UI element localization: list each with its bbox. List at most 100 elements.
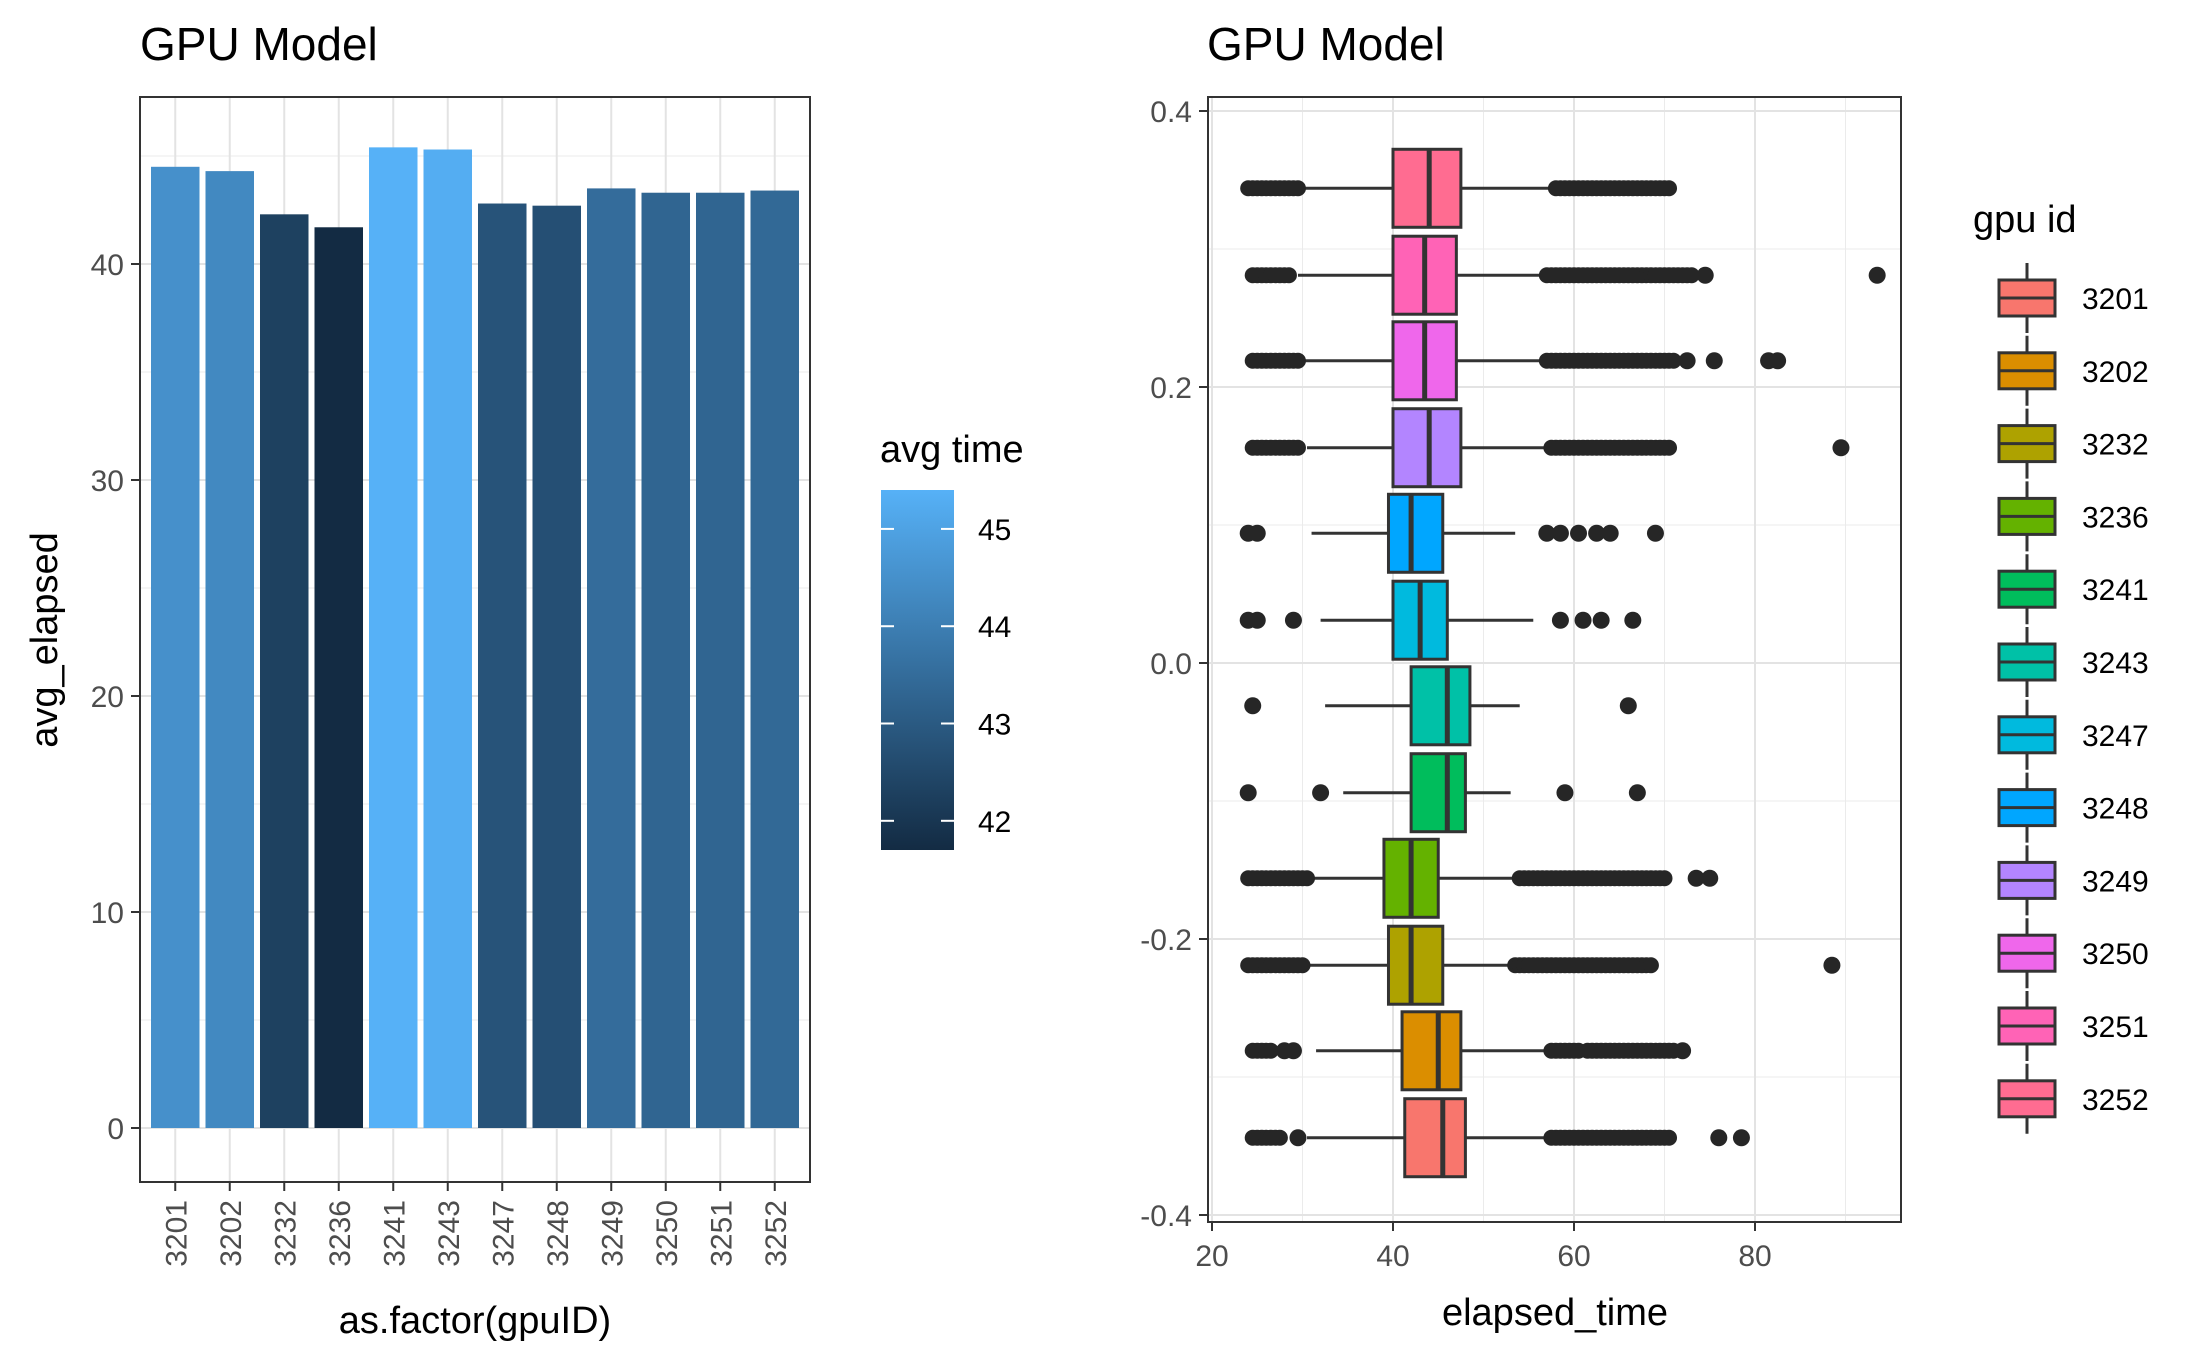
bar-3241 [368, 147, 418, 1129]
colorbar-tick-label: 44 [978, 611, 1011, 644]
outlier-point [1868, 266, 1886, 284]
box-chart-x-axis-label: elapsed_time [1442, 1292, 1668, 1334]
outlier-point [1262, 1042, 1279, 1059]
box-x-tick-label: 20 [1195, 1240, 1228, 1273]
bar-3247 [477, 203, 527, 1128]
legend-item-3232: 3232 [1997, 408, 2149, 479]
box-iqr [1386, 924, 1445, 1006]
bar-3243 [423, 149, 473, 1128]
bar-3202 [205, 171, 255, 1128]
outlier-point [1244, 697, 1262, 715]
bar-y-tick-label: 0 [107, 1113, 124, 1146]
legend-label: 3243 [2082, 647, 2149, 680]
bar-x-tick-label: 3248 [542, 1200, 575, 1267]
outlier-point [1538, 524, 1556, 542]
legend-label: 3251 [2082, 1011, 2149, 1044]
bar-3251 [695, 192, 745, 1129]
colorbar-ticks: 42 43 44 45 [881, 514, 1011, 839]
box-iqr [1409, 665, 1472, 747]
outlier-point [1661, 180, 1678, 197]
boxplot-3252 [1240, 147, 1678, 229]
box-chart-panel [1208, 97, 1901, 1222]
bar-3236 [314, 227, 364, 1128]
legend-item-3247: 3247 [1997, 699, 2149, 770]
outlier-point [1642, 957, 1659, 974]
outlier-point [1280, 267, 1297, 284]
box-x-tick-label: 60 [1557, 1240, 1590, 1273]
bar-chart-y-axis: 0 10 20 30 40 [91, 249, 140, 1146]
legend-item-3241: 3241 [1997, 554, 2149, 625]
outlier-point [1570, 524, 1588, 542]
boxplot-3236 [1240, 837, 1719, 919]
box-chart-y-axis: -0.4 -0.2 0.0 0.2 0.4 [1140, 96, 1208, 1233]
boxplot-3202 [1244, 1010, 1692, 1092]
boxplot-3247 [1239, 579, 1642, 661]
bar-y-tick-label: 30 [91, 465, 124, 498]
boxplot-3232 [1240, 924, 1841, 1006]
outlier-point [1674, 1042, 1692, 1060]
outlier-point [1239, 784, 1257, 802]
bar-y-tick-label: 10 [91, 897, 124, 930]
legend-label: 3247 [2082, 720, 2149, 753]
outlier-point [1646, 524, 1664, 542]
bar-x-tick-label: 3232 [269, 1200, 302, 1267]
colorbar-tick-label: 43 [978, 709, 1011, 742]
outlier-point [1661, 439, 1678, 456]
legend-label: 3250 [2082, 938, 2149, 971]
box-chart-boxes [1239, 147, 1886, 1179]
boxplot-3241 [1239, 752, 1646, 834]
legend-label: 3241 [2082, 574, 2149, 607]
outlier-point [1289, 352, 1306, 369]
boxplot-3201 [1244, 1097, 1750, 1179]
bar-chart: GPU Model 0 10 20 30 40 3201 3202 3232 3236 3241… [24, 18, 1024, 1342]
box-chart-border [1207, 96, 1902, 1223]
bar-3252 [750, 190, 800, 1128]
outlier-point [1289, 1129, 1307, 1147]
outlier-point [1294, 957, 1311, 974]
bar-3232 [259, 214, 309, 1128]
colorbar-legend: avg time 42 43 44 45 [880, 429, 1024, 850]
legend-label: 3252 [2082, 1084, 2149, 1117]
bar-x-tick-label: 3251 [705, 1200, 738, 1267]
legend-label: 3249 [2082, 865, 2149, 898]
bar-x-tick-label: 3201 [160, 1200, 193, 1267]
legend-item-3236: 3236 [1997, 481, 2149, 552]
legend-item-3243: 3243 [1997, 627, 2149, 697]
legend-label: 3248 [2082, 793, 2149, 826]
box-chart-title: GPU Model [1207, 18, 1445, 70]
bar-chart-title: GPU Model [140, 18, 378, 70]
legend-label: 3201 [2082, 283, 2149, 316]
outlier-point [1678, 352, 1696, 370]
outlier-point [1289, 439, 1306, 456]
bar-3248 [532, 205, 582, 1128]
box-y-tick-label: 0.0 [1150, 648, 1192, 681]
boxplot-3243 [1244, 665, 1637, 747]
outlier-point [1628, 784, 1646, 802]
outlier-point [1823, 956, 1841, 974]
box-x-tick-label: 80 [1738, 1240, 1771, 1273]
outlier-point [1710, 1129, 1728, 1147]
outlier-point [1701, 869, 1719, 887]
box-y-tick-label: 0.4 [1150, 96, 1192, 129]
outlier-point [1656, 870, 1673, 887]
legend-label: 3236 [2082, 501, 2149, 534]
bar-chart-x-axis-label: as.factor(gpuID) [339, 1300, 611, 1342]
legend-item-3252: 3252 [1997, 1063, 2149, 1134]
outlier-point [1289, 180, 1306, 197]
bar-x-tick-label: 3252 [760, 1200, 793, 1267]
outlier-point [1705, 352, 1723, 370]
bar-3249 [586, 188, 636, 1128]
legend-item-3250: 3250 [1997, 918, 2149, 989]
bar-chart-bars [150, 147, 800, 1129]
colorbar-legend-title: avg time [880, 429, 1024, 471]
boxplot-3251 [1244, 234, 1886, 316]
boxplot-3248 [1239, 492, 1664, 574]
box-chart-x-axis: 20 40 60 80 [1195, 1222, 1772, 1273]
legend-label: 3232 [2082, 429, 2149, 462]
outlier-point [1312, 784, 1330, 802]
box-iqr [1403, 1097, 1467, 1179]
outlier-point [1284, 611, 1302, 629]
bar-x-tick-label: 3249 [596, 1200, 629, 1267]
outlier-point [1551, 524, 1569, 542]
